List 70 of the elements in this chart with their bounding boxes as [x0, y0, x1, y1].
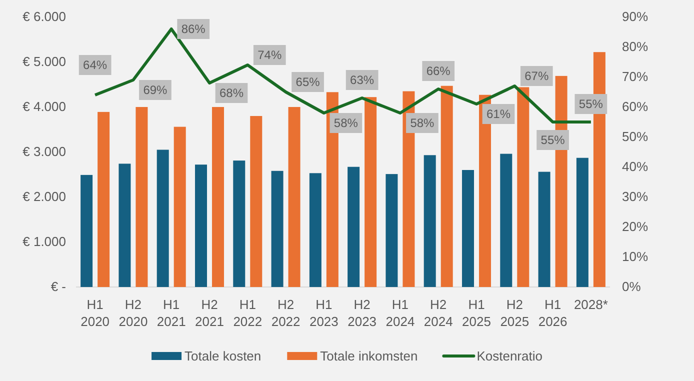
- y2-tick-label: 20%: [622, 219, 648, 234]
- y-tick-label: € 6.000: [22, 9, 66, 24]
- bar: [576, 158, 588, 287]
- x-tick-label: H1 2024: [386, 297, 415, 329]
- bar: [309, 173, 322, 287]
- y-tick-label: € 1.000: [22, 234, 66, 250]
- x-tick-label: 2028*: [574, 297, 608, 312]
- y2-tick-label: 30%: [622, 189, 648, 204]
- bar: [118, 164, 131, 287]
- y2-tick-label: 50%: [622, 129, 648, 144]
- y2-tick-label: 40%: [622, 159, 648, 174]
- bar: [174, 126, 186, 287]
- x-tick-label: H2 2024: [424, 297, 453, 329]
- data-label: 68%: [219, 86, 244, 100]
- bar: [288, 107, 300, 287]
- x-tick-label: H2 2025: [500, 297, 530, 329]
- y2-tick-label: 80%: [622, 39, 648, 54]
- bar: [424, 155, 436, 287]
- data-label: 58%: [334, 116, 358, 130]
- data-label: 61%: [486, 107, 511, 122]
- y-tick-label: € 2.000: [22, 189, 66, 204]
- bar: [136, 107, 148, 287]
- bar: [440, 86, 453, 287]
- data-label: 69%: [143, 83, 168, 98]
- bar: [80, 174, 93, 287]
- data-label: 55%: [578, 97, 604, 112]
- bar: [233, 160, 246, 287]
- x-tick-label: H1 2025: [462, 297, 491, 329]
- x-tick-label: H1 2021: [156, 297, 186, 329]
- y-tick-label: € 4.000: [22, 99, 66, 114]
- x-tick-label: H1 2026: [538, 297, 568, 329]
- x-tick-label: H1 2020: [80, 297, 110, 329]
- legend-label: Totale kosten: [184, 348, 262, 364]
- legend-label: Totale inkomsten: [320, 348, 418, 364]
- bar: [156, 150, 169, 287]
- data-label: 58%: [410, 116, 435, 130]
- bar: [462, 170, 474, 287]
- x-tick-label: H2 2023: [348, 297, 377, 329]
- data-label: 74%: [258, 48, 282, 62]
- data-label: 67%: [524, 69, 549, 84]
- data-label: 64%: [83, 58, 108, 72]
- data-label: 63%: [350, 73, 374, 88]
- y-tick-label: € -: [50, 279, 66, 294]
- y2-tick-label: 0%: [622, 279, 642, 294]
- x-tick-label: H1 2023: [309, 297, 338, 329]
- data-label: 86%: [181, 22, 206, 36]
- y-tick-label: € 5.000: [22, 54, 66, 70]
- x-tick-label: H2 2020: [118, 297, 148, 329]
- bar: [538, 172, 550, 287]
- legend-label: Kostenratio: [476, 348, 542, 364]
- bar: [500, 154, 512, 287]
- x-tick-label: H1 2022: [233, 297, 262, 329]
- bar: [364, 97, 377, 287]
- x-tick-label: H2 2022: [271, 297, 300, 329]
- data-label: 65%: [296, 75, 320, 90]
- y2-tick-label: 60%: [622, 99, 648, 114]
- bar: [386, 174, 398, 287]
- bar: [271, 170, 284, 287]
- bar: [195, 164, 207, 287]
- y2-tick-label: 10%: [622, 249, 648, 264]
- bar: [98, 112, 110, 287]
- y-tick-label: € 3.000: [22, 144, 66, 160]
- x-tick-label: H2 2021: [195, 297, 224, 329]
- bar: [212, 107, 224, 287]
- data-label: 55%: [540, 133, 566, 148]
- y2-tick-label: 70%: [622, 69, 648, 84]
- bar: [250, 116, 262, 287]
- data-label: 66%: [426, 64, 451, 78]
- y2-tick-label: 90%: [622, 9, 648, 24]
- bar: [348, 166, 360, 287]
